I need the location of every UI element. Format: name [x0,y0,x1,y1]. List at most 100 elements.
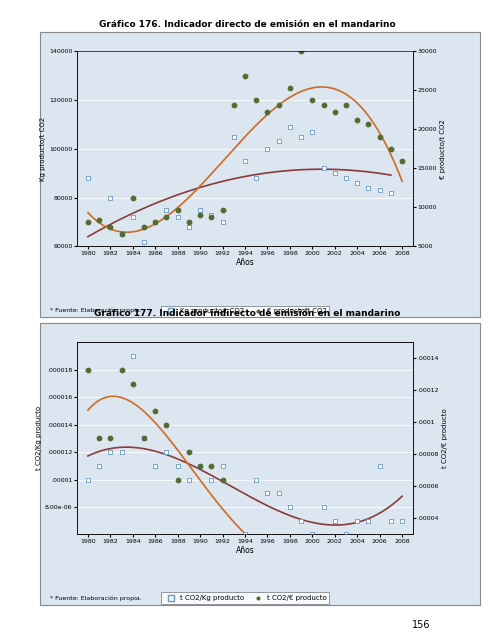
Point [331,168,339,179]
Y-axis label: t CO2/Kg producto: t CO2/Kg producto [36,406,42,470]
Point [174,461,182,471]
Text: Gráfico 176. Indicador directo de emisión en el mandarino: Gráfico 176. Indicador directo de emisió… [99,20,396,29]
Point [353,115,361,125]
Point [275,100,283,110]
Point [230,100,238,110]
Point [241,70,249,81]
Point [398,364,406,374]
Point [241,557,249,567]
Point [129,351,137,361]
Legend: Kg producto/t CO2, € producto/t CO2: Kg producto/t CO2, € producto/t CO2 [161,305,329,317]
Point [151,406,159,416]
Y-axis label: € producto/t CO2: € producto/t CO2 [440,119,446,179]
Point [297,570,305,580]
Point [151,217,159,227]
Text: 156: 156 [412,621,431,630]
Point [95,214,103,225]
Legend: t CO2/Kg producto, t CO2/€ producto: t CO2/Kg producto, t CO2/€ producto [161,593,329,604]
Point [185,474,193,484]
Point [196,461,204,471]
Point [106,447,114,457]
Point [387,188,395,198]
Point [364,557,372,567]
Point [196,205,204,215]
Point [320,100,328,110]
Point [151,461,159,471]
Y-axis label: Kg producto/t CO2: Kg producto/t CO2 [41,116,47,181]
Point [286,122,294,132]
Point [297,46,305,56]
Point [230,543,238,553]
Point [387,516,395,526]
Point [230,131,238,141]
Point [387,143,395,154]
Point [84,474,92,484]
Point [84,217,92,227]
Point [342,570,350,580]
Point [230,543,238,553]
Point [252,557,260,567]
Point [219,205,227,215]
Point [252,95,260,105]
Point [140,433,148,444]
Point [174,212,182,222]
Point [387,557,395,567]
Y-axis label: t CO2/€ producto: t CO2/€ producto [442,408,448,468]
Point [376,461,384,471]
Point [106,433,114,444]
Point [118,365,126,375]
Point [364,516,372,526]
Point [297,131,305,141]
Point [140,433,148,444]
Text: Gráfico 177. Indicador indirecto de emisión en el mandarino: Gráfico 177. Indicador indirecto de emis… [95,308,400,317]
Point [241,156,249,166]
Point [196,209,204,220]
Point [342,529,350,540]
Point [185,217,193,227]
Point [275,488,283,499]
Point [84,173,92,183]
Point [185,447,193,457]
Point [376,185,384,195]
Point [118,229,126,239]
Point [162,205,170,215]
Text: * Fuente: Elaboración propia.: * Fuente: Elaboración propia. [50,308,141,314]
Point [207,474,215,484]
X-axis label: Años: Años [236,259,254,268]
Point [219,461,227,471]
Text: * Fuente: Elaboración propia.: * Fuente: Elaboración propia. [50,596,141,602]
Point [174,205,182,215]
Point [398,516,406,526]
Point [376,131,384,141]
Point [308,127,316,137]
Point [106,193,114,203]
Point [398,557,406,567]
Point [308,557,316,567]
Point [263,557,271,567]
Point [129,193,137,203]
X-axis label: Años: Años [236,547,254,556]
Point [320,557,328,567]
Point [129,212,137,222]
Point [140,221,148,232]
Point [252,474,260,484]
Point [162,420,170,430]
Point [286,557,294,567]
Point [275,543,283,553]
Point [286,83,294,93]
Point [162,447,170,457]
Point [353,557,361,567]
Point [263,107,271,117]
Point [207,461,215,471]
Point [84,365,92,375]
Point [364,182,372,193]
Point [364,119,372,129]
Point [162,212,170,222]
Point [185,221,193,232]
Point [320,502,328,512]
Point [263,143,271,154]
Point [263,488,271,499]
Point [331,516,339,526]
Point [106,221,114,232]
Point [151,217,159,227]
